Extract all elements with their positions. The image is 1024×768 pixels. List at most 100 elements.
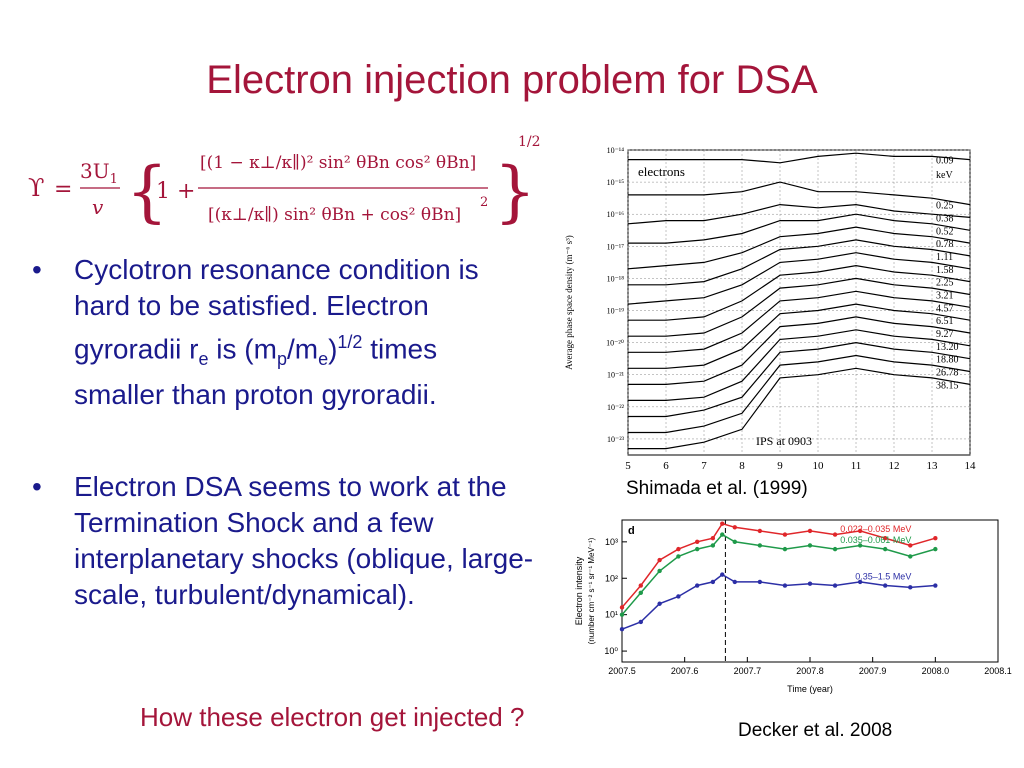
data-point: [857, 528, 863, 534]
series-label: 0.25: [936, 201, 954, 212]
series-label: 0.035–0.061 MeV: [840, 535, 911, 545]
formula-upper: [(1 − κ⊥/κ∥)² sin² θBn cos² θBn]: [200, 153, 476, 173]
formula-numerator: 3U1: [80, 159, 118, 187]
series-label: 0.38: [936, 213, 954, 224]
bullet-marker: •: [32, 254, 42, 285]
series-line: [627, 252, 971, 305]
data-point: [720, 521, 725, 526]
data-point: [757, 528, 763, 534]
data-point: [883, 583, 888, 588]
data-point: [638, 619, 643, 625]
x-tick-label: 2007.8: [796, 666, 824, 676]
y-axis-label-line1: Electron intensity: [574, 556, 584, 625]
x-tick-label: 9: [777, 460, 783, 472]
series-line: [628, 303, 971, 369]
data-point: [908, 554, 913, 559]
bullet-marker: •: [32, 470, 42, 502]
plot-frame: [627, 149, 971, 456]
data-point: [883, 536, 888, 541]
y-tick-label: 10⁻²³: [607, 435, 625, 444]
y-tick-label: 10⁰: [604, 646, 618, 656]
data-point: [933, 583, 938, 588]
units-label: keV: [936, 170, 953, 181]
data-point: [676, 554, 681, 559]
y-tick-label: 10⁻²¹: [607, 371, 625, 380]
series-line: [628, 290, 971, 353]
series-label: 9.27: [936, 329, 954, 340]
data-point: [782, 532, 788, 537]
data-point: [657, 568, 662, 574]
data-point: [857, 579, 863, 585]
x-tick-label: 2008.0: [922, 666, 950, 676]
data-point: [807, 528, 813, 534]
series-label: 26.78: [936, 368, 959, 379]
x-tick-label: 2007.9: [859, 666, 887, 676]
data-point: [807, 581, 813, 586]
slide-title: Electron injection problem for DSA: [206, 58, 818, 102]
formula-lower-exp: 2: [480, 195, 488, 210]
series-line: [621, 533, 936, 616]
data-point: [857, 543, 863, 548]
series-label: 38.15: [936, 380, 959, 391]
data-point: [933, 536, 938, 541]
x-tick-label: 2007.5: [608, 666, 636, 676]
data-point: [638, 590, 643, 596]
data-point: [710, 543, 716, 548]
data-point: [782, 583, 788, 588]
formula-denominator: v: [92, 195, 104, 219]
series-label: 0.022–0.035 MeV: [840, 524, 911, 534]
x-tick-label: 10: [813, 460, 825, 472]
series-label: 1.58: [936, 265, 954, 276]
caption-shimada: Shimada et al. (1999): [626, 478, 808, 499]
series-label: 0.78: [936, 239, 954, 250]
series-line: [628, 277, 971, 337]
data-point: [695, 546, 700, 552]
series-label: 2.25: [936, 278, 954, 289]
y-tick-label: 10⁻¹⁷: [607, 242, 625, 251]
data-point: [807, 543, 813, 548]
y-axis-label: Average phase space density (m⁻⁶ s³): [564, 235, 574, 370]
formula-lower: [(κ⊥/κ∥) sin² θBn + cos² θBn]: [208, 205, 461, 225]
series-line: [621, 522, 936, 608]
data-point: [657, 601, 662, 606]
x-tick-label: 6: [663, 460, 669, 472]
panel-label: electrons: [638, 164, 685, 179]
bullet-electron-dsa: • Electron DSA seems to work at the Term…: [32, 470, 534, 610]
data-point: [832, 583, 838, 588]
formula-left-brace: {: [126, 153, 168, 230]
data-point: [619, 627, 625, 632]
x-tick-label: 5: [625, 460, 631, 472]
series-line: [627, 226, 971, 270]
x-tick-label: 11: [851, 460, 862, 472]
x-tick-label: 13: [927, 460, 939, 472]
y-tick-label: 10⁻¹⁶: [607, 210, 625, 219]
formula-upsilon: ϒ: [28, 174, 44, 202]
x-tick-label: 2008.1: [984, 666, 1012, 676]
series-line: [628, 316, 971, 385]
y-tick-label: 10³: [605, 537, 618, 547]
data-point: [908, 585, 913, 590]
y-tick-label: 10⁻¹⁴: [607, 146, 625, 155]
annotation-label: IPS at 0903: [756, 434, 812, 448]
data-point: [720, 532, 725, 537]
series-label: 6.51: [936, 316, 954, 327]
chart-shimada: 5 6 7 8 9 10 11 12 13 14 10⁻¹⁴ 10⁻¹⁵ 10⁻¹⁶ 10⁻¹⁷ 10⁻¹⁸…: [564, 146, 977, 472]
y-tick-label: 10¹: [605, 610, 618, 620]
bullet-list: • Cyclotron resonance condition is hard …: [30, 252, 535, 613]
y-tick-label: 10⁻¹⁸: [607, 274, 625, 283]
caption-decker: Decker et al. 2008: [738, 720, 893, 741]
formula-one-plus: 1 +: [156, 179, 195, 204]
y-tick-label: 10⁻²⁰: [606, 339, 624, 348]
y-tick-label: 10⁻²²: [607, 403, 625, 412]
data-point: [732, 539, 737, 545]
x-tick-label: 7: [701, 460, 707, 472]
data-point: [676, 546, 681, 552]
y-tick-label: 10⁻¹⁵: [607, 178, 625, 187]
series-label: 4.57: [936, 303, 954, 314]
formula-outer-exp: 1/2: [518, 134, 541, 150]
bullet-cyclotron: • Cyclotron resonance condition is hard …: [32, 254, 479, 410]
series-line: [621, 573, 936, 630]
data-point: [657, 557, 662, 563]
x-tick-label: 14: [965, 460, 977, 472]
plot-frame: [621, 519, 999, 663]
